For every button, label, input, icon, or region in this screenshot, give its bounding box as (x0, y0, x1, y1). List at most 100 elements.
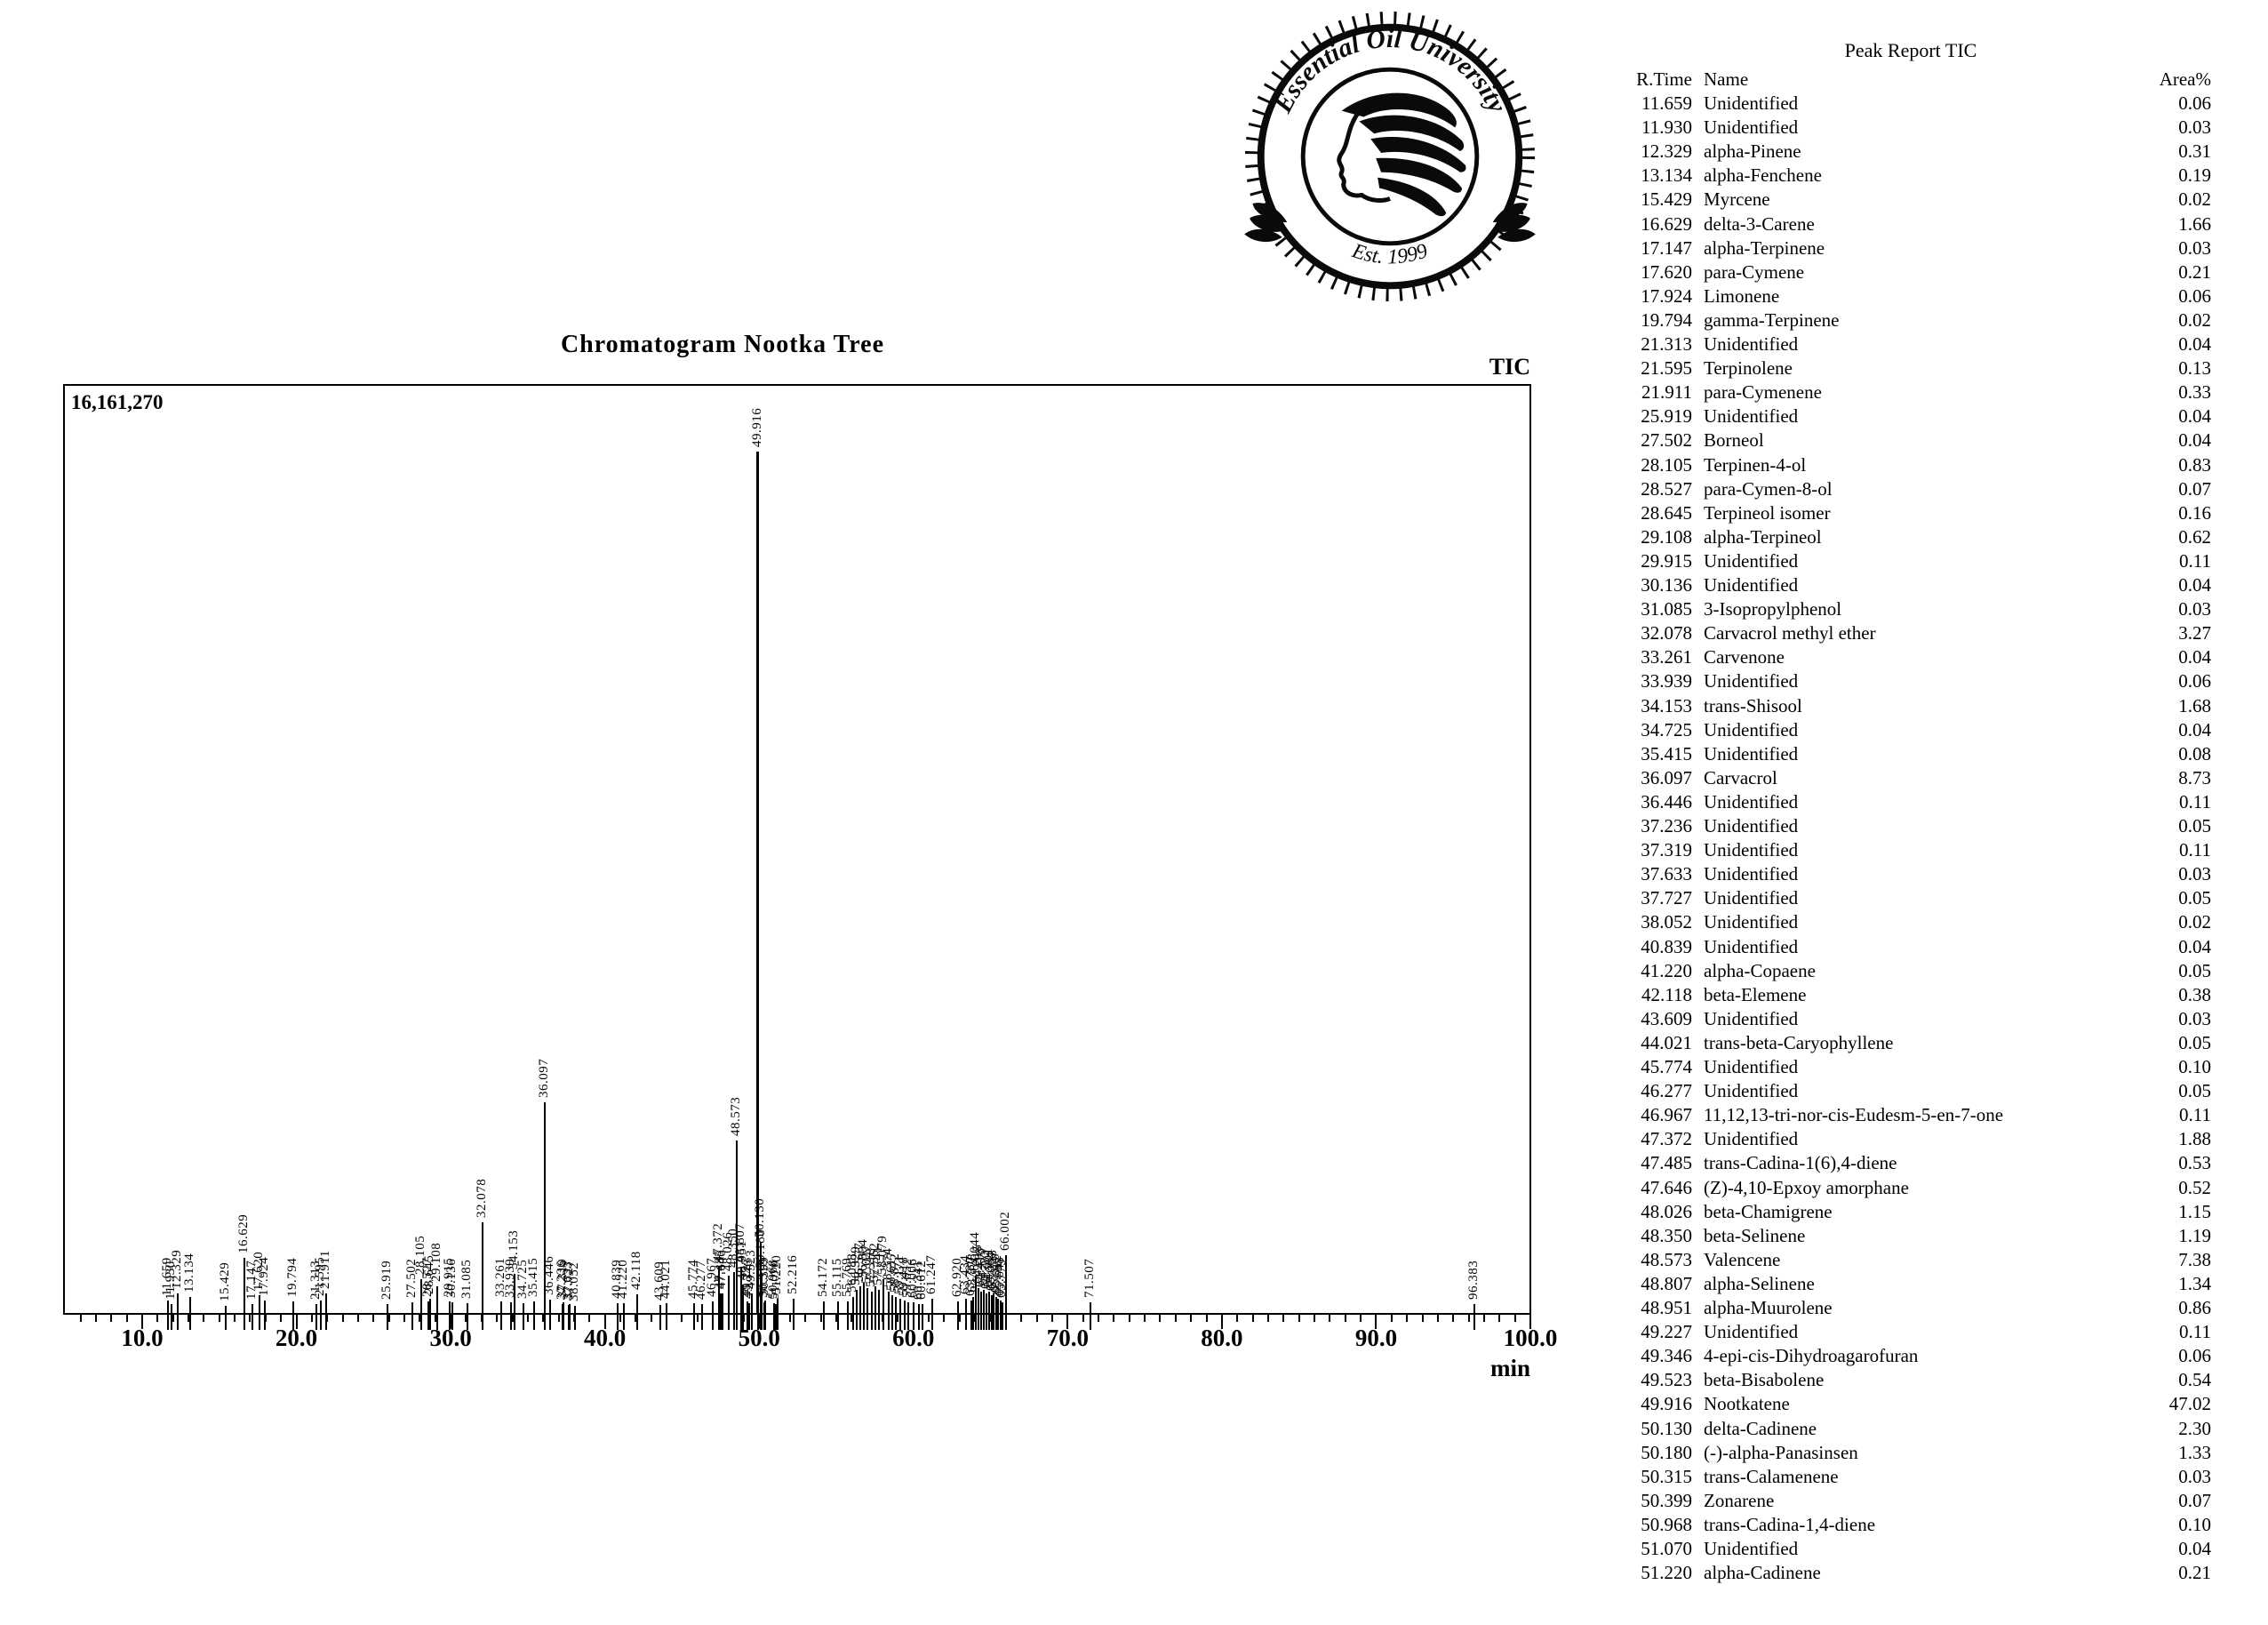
x-axis-tick (635, 1315, 637, 1322)
table-row: 49.916 Nootkatene 47.02 (1610, 1392, 2211, 1416)
peak-base-mark (761, 1315, 763, 1330)
x-axis-tick (79, 1315, 82, 1322)
peak-base-mark (636, 1315, 639, 1330)
peak-rt-label: 66.002 (997, 1211, 1012, 1251)
peak-rt-label: 54.172 (815, 1257, 830, 1297)
peak-line (451, 1302, 454, 1315)
rtime-cell: 11.930 (1641, 116, 1692, 139)
peak-line (510, 1302, 513, 1315)
rtime-cell: 16.629 (1641, 212, 1692, 235)
name-cell: (Z)-4,10-Epxoy amorphane (1704, 1176, 1909, 1198)
peak-rt-label: 32.078 (475, 1178, 490, 1218)
peak-line (1004, 1255, 1007, 1315)
peak-base-mark (847, 1315, 850, 1330)
peak-rt-label: 17.924 (256, 1256, 271, 1296)
peak-rt-label: 15.429 (218, 1261, 233, 1301)
table-row: 34.153 trans-Shisool 1.68 (1610, 694, 2211, 718)
peak-base-mark (983, 1315, 986, 1330)
peak-base-mark (764, 1315, 767, 1330)
table-row: 17.147 alpha-Terpinene 0.03 (1610, 236, 2211, 260)
x-axis-tick (1128, 1315, 1130, 1322)
peak-base-mark (666, 1315, 668, 1330)
table-row: 50.399 Zonarene 0.07 (1610, 1489, 2211, 1513)
name-cell: (-)-alpha-Panasinsen (1704, 1441, 1858, 1463)
name-cell: 4-epi-cis-Dihydroagarofuran (1704, 1345, 1919, 1367)
area-cell: 1.88 (2178, 1128, 2211, 1150)
table-row: 36.446 Unidentified 0.11 (1610, 790, 2211, 814)
peak-base-mark (482, 1315, 484, 1330)
peak-line (482, 1222, 484, 1315)
peak-line (917, 1304, 920, 1315)
logo-spiked-ring (1244, 11, 1536, 302)
name-cell: Unidentified (1704, 911, 1799, 933)
peak-line (523, 1303, 525, 1315)
x-axis-tick (1220, 1315, 1223, 1329)
table-row: 47.646 (Z)-4,10-Epxoy amorphane 0.52 (1610, 1176, 2211, 1200)
peak-line (1090, 1302, 1092, 1315)
table-row: 41.220 alpha-Copaene 0.05 (1610, 959, 2211, 983)
x-axis-tick-label: 90.0 (1354, 1325, 1398, 1351)
peak-line (822, 1301, 825, 1315)
x-axis-tick (526, 1315, 529, 1322)
rtime-cell: 33.939 (1641, 670, 1692, 692)
rtime-cell: 29.915 (1641, 549, 1692, 572)
name-cell: trans-Calamenene (1704, 1465, 1839, 1487)
peak-base-mark (877, 1315, 880, 1330)
peak-base-mark (722, 1315, 724, 1330)
peak-rt-label: 21.911 (317, 1250, 332, 1289)
area-cell: 0.02 (2178, 911, 2211, 933)
name-cell: Terpinen-4-ol (1704, 453, 1807, 476)
x-axis-tick (1020, 1315, 1023, 1322)
peak-base-mark (499, 1315, 502, 1330)
x-axis-tick (542, 1315, 545, 1322)
table-row: 11.930 Unidentified 0.03 (1610, 116, 2211, 140)
name-cell: gamma-Terpinene (1704, 308, 1840, 331)
name-cell: Nootkatene (1704, 1393, 1790, 1415)
peak-base-mark (977, 1315, 979, 1330)
peak-base-mark (617, 1315, 619, 1330)
x-axis-tick (387, 1315, 390, 1322)
rtime-cell: 12.329 (1641, 140, 1692, 163)
area-cell: 0.05 (2178, 1080, 2211, 1102)
peak-base-mark (965, 1315, 968, 1330)
area-cell: 0.03 (2178, 116, 2211, 139)
peak-line (567, 1305, 570, 1315)
x-axis-tick (218, 1315, 220, 1322)
area-cell: 0.06 (2178, 92, 2211, 114)
area-cell: 0.21 (2178, 260, 2211, 283)
rtime-cell: 48.573 (1641, 1248, 1692, 1270)
peak-rt-label: 19.794 (284, 1257, 299, 1297)
x-axis-tick-label: 100.0 (1503, 1325, 1558, 1351)
area-cell: 0.52 (2178, 1176, 2211, 1198)
peak-rt-label: 16.629 (236, 1213, 252, 1253)
peak-base-mark (774, 1315, 777, 1330)
x-axis-tick-label: 50.0 (738, 1325, 780, 1351)
rtime-cell: 50.180 (1641, 1441, 1692, 1463)
area-cell: 0.11 (2179, 1104, 2211, 1126)
peak-base-mark (859, 1315, 862, 1330)
table-row: 29.915 Unidentified 0.11 (1610, 549, 2211, 573)
peak-base-mark (420, 1315, 423, 1330)
x-axis-tick (1329, 1315, 1331, 1322)
x-axis-tick (434, 1315, 436, 1322)
peak-base-mark (387, 1315, 389, 1330)
peak-line (324, 1293, 327, 1315)
x-axis-tick (94, 1315, 97, 1322)
peak-base-mark (836, 1315, 839, 1330)
peak-base-mark (659, 1315, 662, 1330)
peak-base-mark (189, 1315, 192, 1330)
x-axis-tick (1406, 1315, 1409, 1322)
x-axis-unit-label: min (1489, 1355, 1530, 1381)
table-row: 16.629 delta-3-Carene 1.66 (1610, 212, 2211, 236)
peak-line (315, 1304, 318, 1315)
x-axis-tick (650, 1315, 652, 1322)
rtime-cell: 49.523 (1641, 1369, 1692, 1391)
name-cell: Unidentified (1704, 549, 1799, 572)
area-cell: 0.04 (2178, 574, 2211, 596)
peak-line (764, 1301, 767, 1315)
peak-line (225, 1306, 228, 1315)
table-row: 42.118 beta-Elemene 0.38 (1610, 983, 2211, 1007)
name-cell: Unidentified (1704, 839, 1799, 861)
name-cell: beta-Bisabolene (1704, 1369, 1825, 1391)
peak-base-mark (763, 1315, 765, 1330)
